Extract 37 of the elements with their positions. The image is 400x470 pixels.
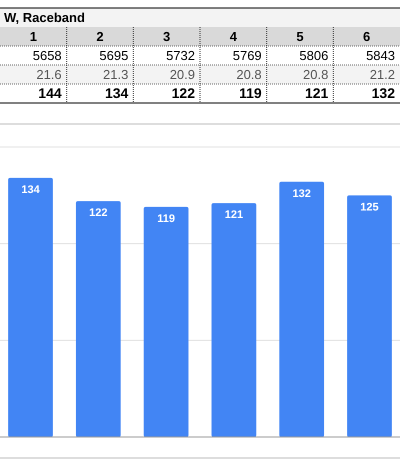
data-label: 119 bbox=[239, 85, 262, 101]
data-label: 144 bbox=[38, 85, 62, 101]
data-label: 21.3 bbox=[103, 67, 128, 82]
data-label: 132 bbox=[292, 188, 311, 200]
data-label: 20.8 bbox=[303, 67, 328, 82]
data-label: 125 bbox=[360, 201, 379, 214]
x-tick-label: 3 bbox=[163, 29, 170, 44]
data-label: 5695 bbox=[99, 48, 128, 63]
data-label: 132 bbox=[372, 85, 396, 101]
data-label: 134 bbox=[104, 85, 129, 101]
bar bbox=[347, 195, 392, 437]
chart-title: W, Raceband bbox=[4, 10, 85, 25]
data-label: 121 bbox=[224, 209, 244, 222]
x-tick-label: 5 bbox=[296, 29, 304, 44]
bar bbox=[144, 206, 188, 437]
data-label: 5769 bbox=[232, 48, 262, 63]
x-tick-label: 6 bbox=[363, 29, 370, 44]
x-tick-label: 4 bbox=[230, 29, 238, 44]
data-label: 5732 bbox=[166, 48, 195, 63]
data-label: 121 bbox=[304, 85, 329, 101]
data-label: 20.9 bbox=[170, 67, 195, 82]
data-label: 134 bbox=[21, 184, 41, 196]
data-label: 5806 bbox=[299, 48, 328, 63]
bar bbox=[76, 201, 121, 437]
data-label: 119 bbox=[157, 212, 175, 225]
data-label: 21.2 bbox=[370, 67, 395, 82]
bar bbox=[8, 178, 53, 437]
bar bbox=[212, 203, 256, 437]
data-label: 21.6 bbox=[36, 67, 62, 82]
data-label: 20.8 bbox=[236, 67, 262, 82]
x-tick-label: 1 bbox=[30, 29, 37, 44]
data-label: 122 bbox=[172, 85, 196, 101]
data-label: 5843 bbox=[366, 48, 395, 63]
x-tick-label: 2 bbox=[96, 29, 104, 44]
data-label: 122 bbox=[89, 207, 108, 220]
data-label: 5658 bbox=[32, 48, 62, 63]
bar bbox=[279, 182, 324, 437]
